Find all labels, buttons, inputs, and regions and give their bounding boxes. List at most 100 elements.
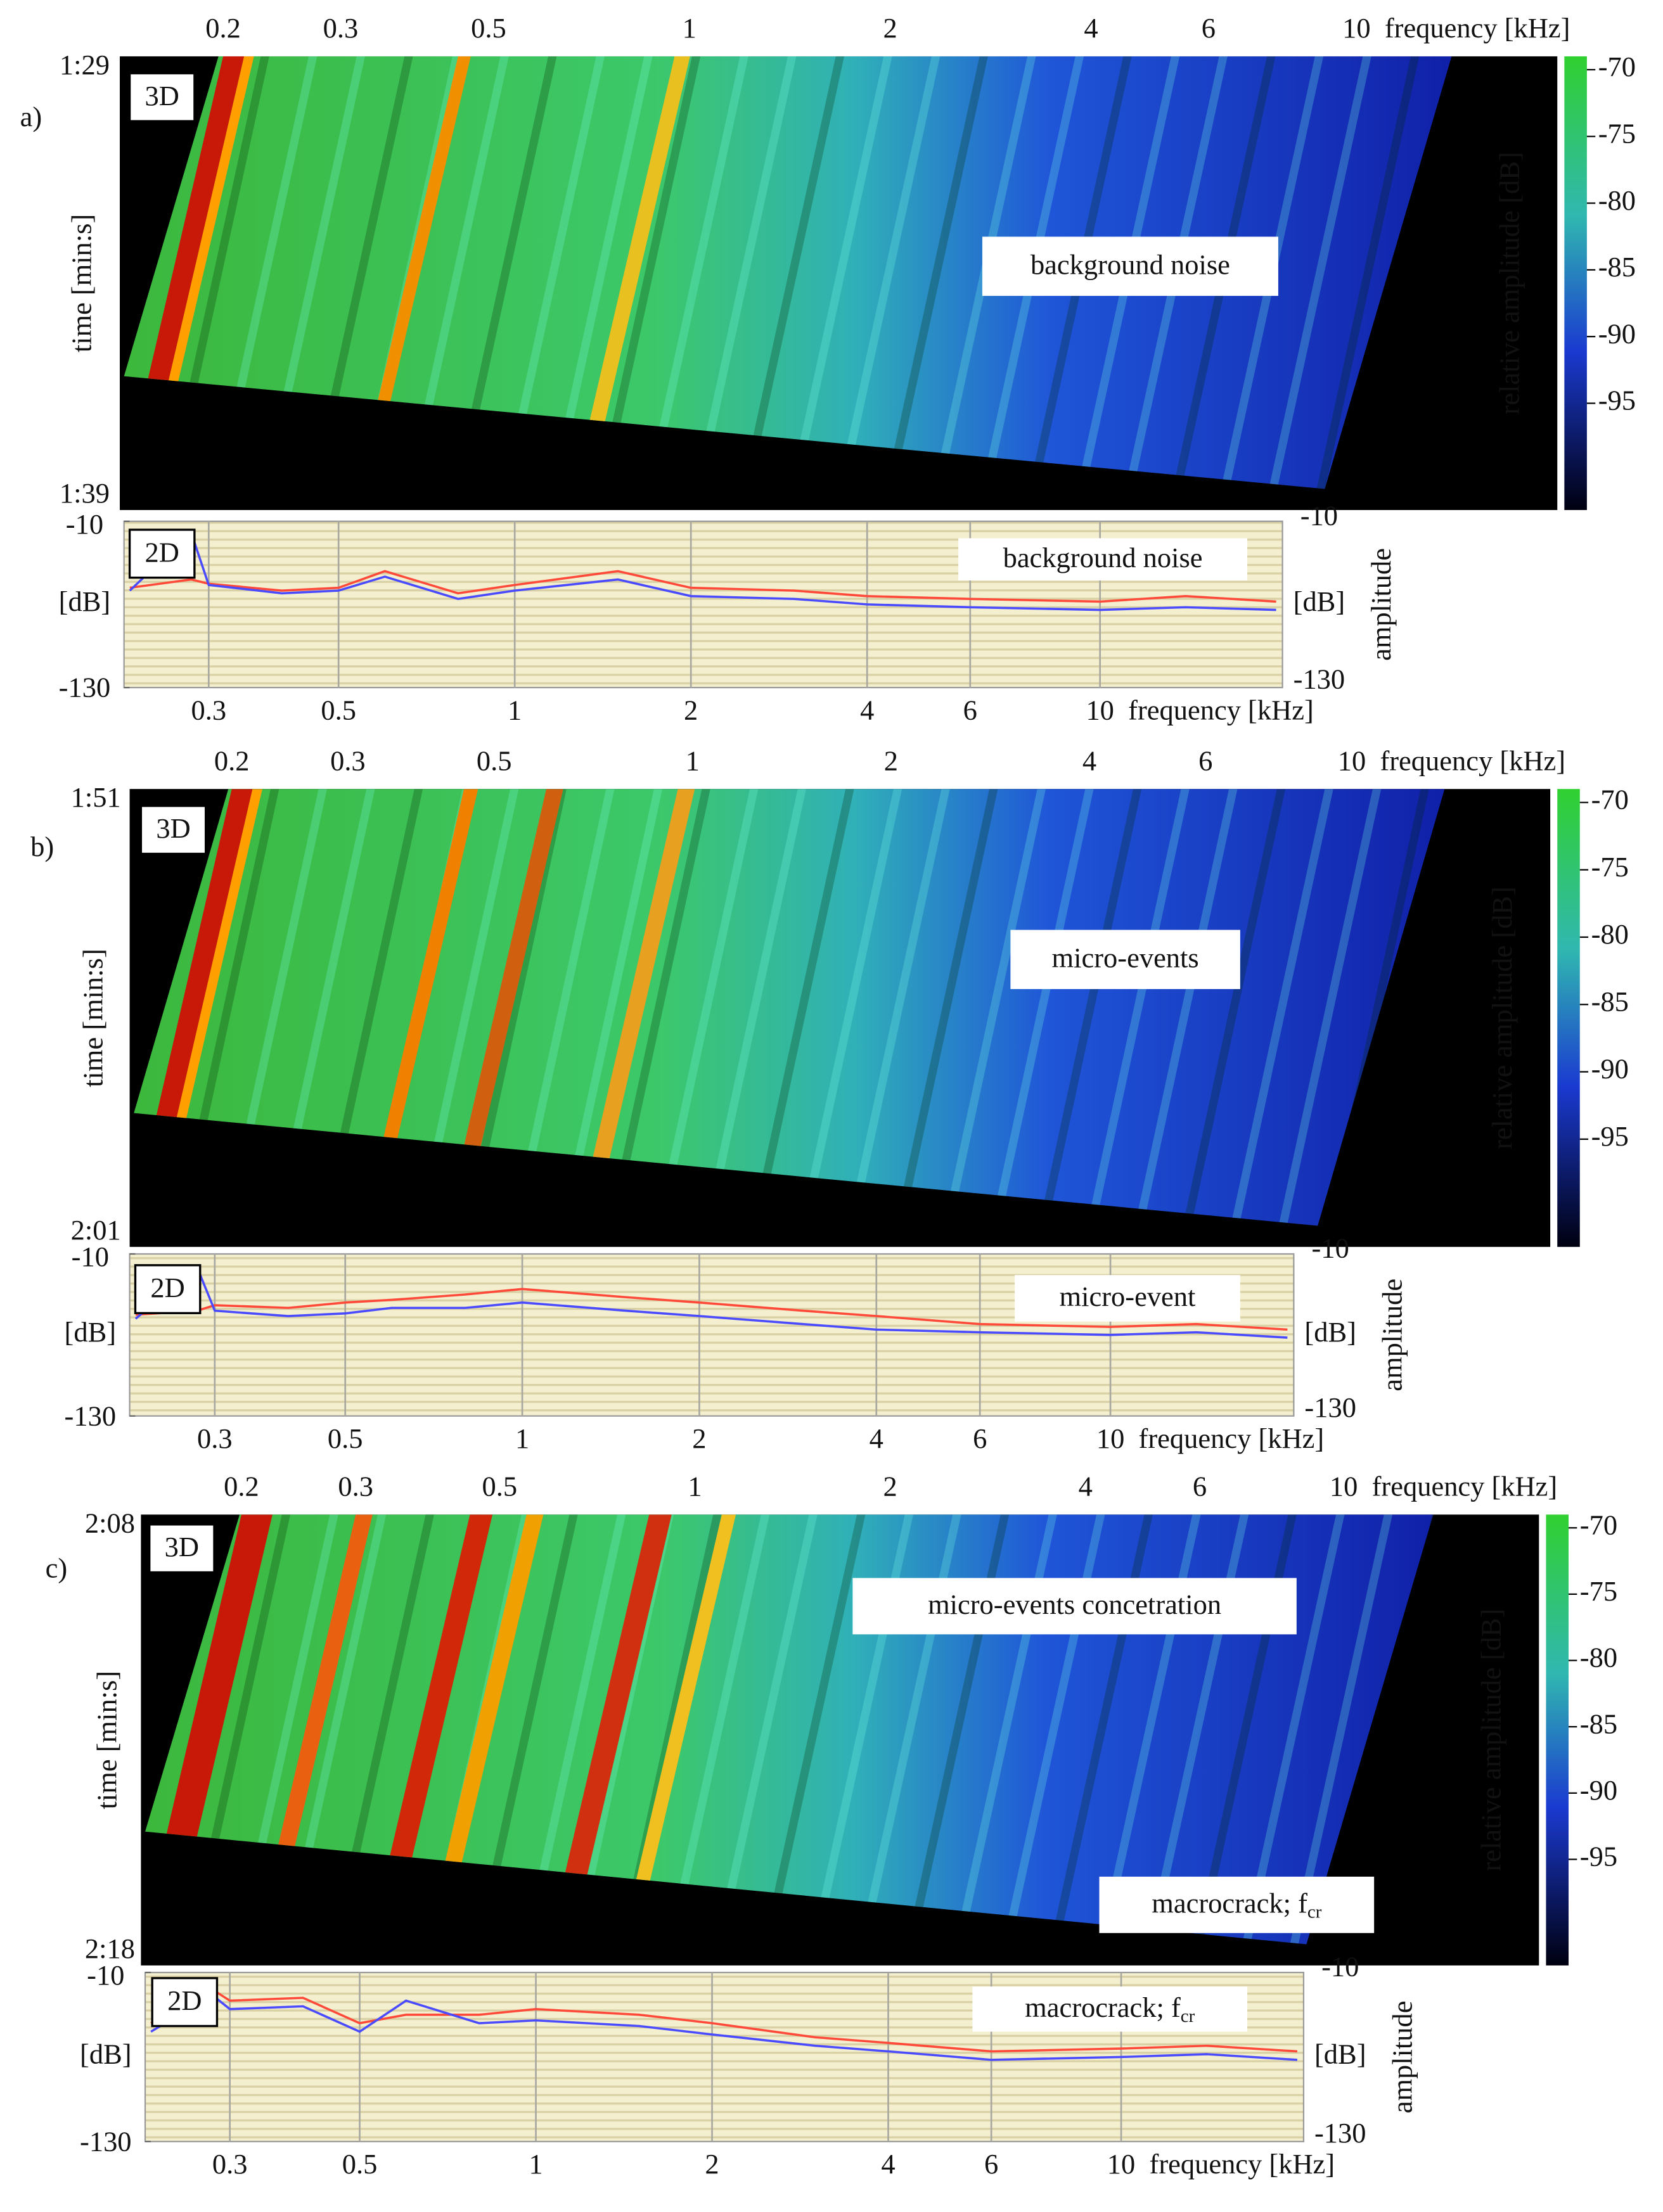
spectrum-ridge bbox=[1237, 1514, 1345, 1945]
annotation-text: micro-events concetration bbox=[928, 1589, 1221, 1620]
x-tick-label: 2 bbox=[705, 2148, 719, 2180]
y-tick-label: -10 bbox=[72, 1241, 109, 1272]
x-axis-title: frequency [kHz] bbox=[1128, 694, 1314, 726]
x-tick-label: 1 bbox=[686, 745, 700, 776]
spectrum-ridge bbox=[651, 789, 759, 1226]
x-tick-label: 6 bbox=[963, 694, 977, 726]
time-label-start: 1:29 bbox=[60, 49, 110, 80]
x-tick-label: 2 bbox=[884, 745, 898, 776]
spectrum-line bbox=[134, 1265, 1288, 1339]
colorbar-tick-label: -75 bbox=[1580, 1575, 1617, 1607]
colorbar bbox=[1564, 56, 1587, 510]
spectrum-ridge bbox=[795, 789, 902, 1226]
x-tick-label: 4 bbox=[1082, 745, 1096, 776]
annotation-text: macrocrack; f bbox=[1152, 1888, 1307, 1919]
spectrum-ridge bbox=[545, 56, 653, 489]
time-label-end: 2:18 bbox=[85, 1933, 135, 1964]
spectrum-ridge bbox=[758, 1514, 866, 1945]
spectrum-ridge bbox=[401, 56, 509, 489]
annotation-box bbox=[1015, 1275, 1240, 1322]
spectrum-ridge bbox=[518, 1514, 626, 1945]
annotation-text: macrocrack; f bbox=[1025, 1991, 1181, 2023]
inset-box bbox=[128, 72, 196, 122]
spectrum-peak bbox=[420, 1514, 544, 1945]
spectrum-ridge bbox=[459, 789, 567, 1226]
annotation-box bbox=[1099, 1876, 1375, 1933]
x-tick-label: 1 bbox=[683, 12, 697, 44]
spectrum-ridge bbox=[710, 1514, 818, 1945]
x-tick-label: 0.3 bbox=[323, 12, 359, 44]
y-tick-label: -130 bbox=[65, 1400, 117, 1431]
colorbar-title: relative amplitude [dB] bbox=[1486, 886, 1518, 1149]
annotation-box bbox=[1010, 930, 1240, 989]
x-tick-label: 6 bbox=[1202, 12, 1216, 44]
spectrum-ridge bbox=[842, 789, 950, 1226]
annotation-text: background noise bbox=[1031, 249, 1230, 281]
y-axis-title: time [min:s] bbox=[77, 949, 108, 1087]
inset-label: 3D bbox=[145, 80, 179, 112]
spectrum-ridge bbox=[1178, 789, 1286, 1226]
y2-axis-title: amplitude bbox=[1377, 1279, 1408, 1391]
spectrum-ridge bbox=[833, 56, 941, 489]
panel-label: c) bbox=[46, 1552, 68, 1583]
x-tick-label: 0.5 bbox=[471, 12, 506, 44]
inset-box bbox=[148, 1523, 215, 1574]
panel-label: b) bbox=[30, 831, 54, 862]
spectrum-ridge bbox=[1312, 56, 1420, 489]
annotation-box bbox=[972, 1986, 1247, 2032]
x-tick-label: 10 bbox=[1107, 2148, 1135, 2180]
spectrum-peak bbox=[364, 1514, 493, 1945]
inset-label: 2D bbox=[150, 1272, 184, 1303]
spectrum-ridge bbox=[698, 789, 806, 1226]
x-tick-label: 1 bbox=[515, 1422, 529, 1454]
spectrum-ridge bbox=[1130, 789, 1238, 1226]
colorbar-tick-label: -75 bbox=[1598, 117, 1636, 149]
annotation: background noise bbox=[1003, 542, 1203, 573]
spectrum-ridge bbox=[470, 1514, 578, 1945]
spectrum-line bbox=[129, 570, 1276, 603]
colorbar-tick-label: -95 bbox=[1580, 1841, 1617, 1872]
colorbar-tick-label: -90 bbox=[1580, 1774, 1617, 1806]
spectrum-ridge bbox=[497, 56, 605, 489]
colorbar-tick-label: -70 bbox=[1598, 51, 1636, 82]
time-label-start: 2:08 bbox=[85, 1507, 135, 1538]
spectrum-ridge bbox=[1285, 1514, 1393, 1945]
colorbar-tick-label: -85 bbox=[1598, 251, 1636, 283]
y2-axis-title: amplitude bbox=[1386, 2000, 1418, 2113]
annotation-text: micro-events bbox=[1052, 942, 1199, 974]
spectrum-line bbox=[150, 1993, 1298, 2061]
colorbar-tick-label: -95 bbox=[1598, 385, 1636, 416]
y-unit: [dB] bbox=[65, 1316, 117, 1348]
spectrum-ridge bbox=[747, 789, 854, 1226]
annotation: macrocrack; fcr bbox=[1152, 1888, 1321, 1922]
spectrum-surface bbox=[134, 789, 1445, 1226]
x-tick-label: 2 bbox=[883, 1471, 897, 1502]
x-tick-label: 0.5 bbox=[482, 1471, 518, 1502]
panel-label: a) bbox=[20, 101, 42, 132]
spectrum-ridge bbox=[316, 789, 423, 1226]
y2-unit: [dB] bbox=[1304, 1316, 1356, 1348]
y-axis-title: time [min:s] bbox=[66, 214, 98, 353]
x-tick-label: 4 bbox=[1084, 12, 1098, 44]
spectrum-ridge bbox=[689, 56, 797, 489]
y-unit: [dB] bbox=[59, 585, 111, 617]
spectrum-ridge bbox=[411, 789, 519, 1226]
spectrum-ridge bbox=[890, 789, 998, 1226]
x-tick-label: 0.2 bbox=[205, 12, 241, 44]
colorbar-tick-label: -80 bbox=[1591, 918, 1629, 950]
x-tick-label: 0.2 bbox=[224, 1471, 259, 1502]
x-tick-label: 10 bbox=[1086, 694, 1114, 726]
y-tick-label: -10 bbox=[66, 508, 103, 540]
colorbar-tick-label: -70 bbox=[1580, 1509, 1617, 1540]
spectrum-peak bbox=[543, 1514, 672, 1945]
colorbar-tick-label: -90 bbox=[1591, 1053, 1629, 1085]
spectrum-ridge bbox=[662, 1514, 770, 1945]
x-axis-title: frequency [kHz] bbox=[1150, 2148, 1335, 2180]
annotation: micro-events bbox=[1052, 942, 1199, 974]
x-tick-label: 2 bbox=[684, 694, 698, 726]
spectrum-ridge bbox=[507, 789, 615, 1226]
spectrum-ridge bbox=[449, 56, 557, 489]
spectrum-line bbox=[135, 1288, 1288, 1331]
colorbar-tick-label: -80 bbox=[1580, 1642, 1617, 1673]
